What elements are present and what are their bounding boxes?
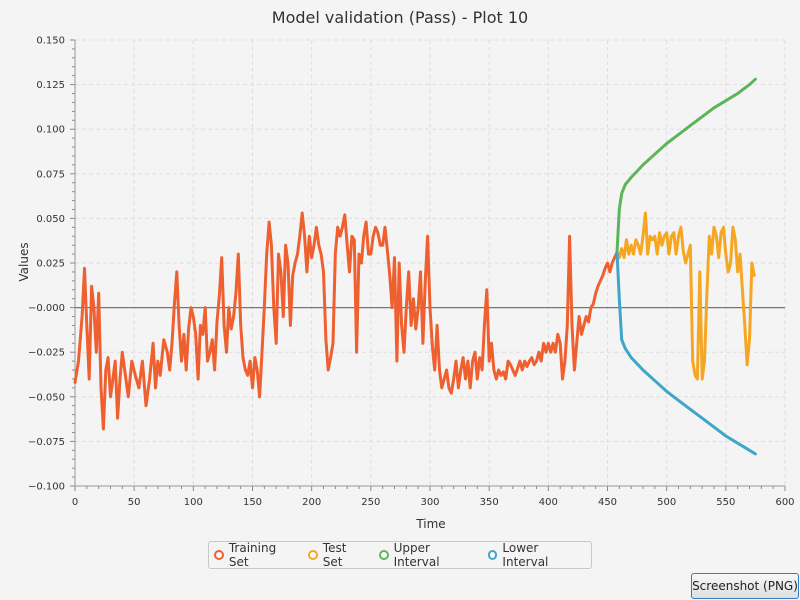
- y-tick-label: −0.075: [28, 437, 65, 448]
- x-axis-title: Time: [415, 517, 445, 531]
- legend-label-training: Training Set: [228, 541, 277, 569]
- legend-item-lower[interactable]: Lower Interval: [487, 541, 586, 569]
- screenshot-button[interactable]: Screenshot (PNG): [691, 573, 799, 599]
- x-tick-label: 500: [657, 497, 676, 508]
- x-tick-label: 150: [243, 497, 262, 508]
- legend-item-test[interactable]: Test Set: [307, 541, 369, 569]
- x-tick-label: 400: [539, 497, 558, 508]
- x-tick-label: 250: [361, 497, 380, 508]
- legend-label-test: Test Set: [322, 541, 347, 569]
- grid-lines: [75, 39, 786, 486]
- series-line-upper: [615, 77, 757, 254]
- y-tick-label: 0.125: [36, 80, 65, 91]
- legend-label-lower: Lower Interval: [502, 541, 549, 569]
- y-tick-label: 0.050: [36, 214, 65, 225]
- y-tick-label: −0.025: [28, 348, 65, 359]
- legend-swatch-lower: [487, 550, 498, 560]
- legend: Training Set Test Set Upper Interval Low…: [208, 541, 592, 569]
- y-tick-label: 0.075: [36, 169, 65, 180]
- legend-swatch-upper: [378, 550, 389, 560]
- x-tick-label: 600: [775, 497, 794, 508]
- y-tick-label: −0.100: [28, 482, 65, 493]
- x-tick-label: 100: [184, 497, 203, 508]
- legend-item-upper[interactable]: Upper Interval: [378, 541, 478, 569]
- x-tick-label: 50: [128, 497, 141, 508]
- legend-item-training[interactable]: Training Set: [214, 541, 298, 569]
- series-line-test: [615, 211, 756, 381]
- x-tick-label: 0: [72, 497, 78, 508]
- x-tick-label: 350: [480, 497, 499, 508]
- y-tick-label: −0.000: [28, 303, 65, 314]
- y-tick-label: −0.050: [28, 392, 65, 403]
- legend-label-upper: Upper Interval: [393, 541, 440, 569]
- x-tick-label: 450: [598, 497, 617, 508]
- x-tick-label: 550: [716, 497, 735, 508]
- legend-swatch-training: [214, 550, 224, 560]
- y-tick-label: 0.025: [36, 259, 65, 270]
- y-tick-label: 0.100: [36, 125, 65, 136]
- y-tick-label: 0.150: [36, 36, 65, 47]
- legend-swatch-test: [307, 550, 318, 560]
- y-axis-title: Values: [17, 242, 31, 281]
- x-tick-label: 200: [302, 497, 321, 508]
- series-line-lower: [615, 250, 757, 456]
- series-line-training: [73, 211, 619, 431]
- x-tick-label: 300: [420, 497, 439, 508]
- series-lines: [73, 77, 757, 456]
- axes: 0 50 100 150 200 250 300 350 400 450 500 550 600 −0.1…: [28, 36, 795, 509]
- chart-title: Model validation (Pass) - Plot 10: [272, 8, 528, 27]
